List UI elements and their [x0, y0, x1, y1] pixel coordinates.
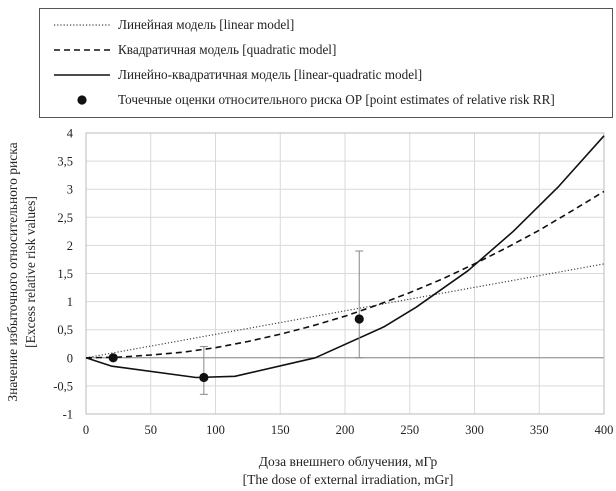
plot-area: [85, 132, 605, 415]
x-tick-label: 50: [145, 423, 158, 437]
x-tick-label: 200: [336, 423, 355, 437]
y-tick-label: 1: [67, 295, 73, 309]
x-tick-label: 350: [530, 423, 549, 437]
y-tick-label: 0,5: [57, 323, 73, 337]
y-tick-label: -0,5: [53, 379, 73, 393]
grid: [85, 132, 605, 415]
linear-model-line: [85, 263, 605, 359]
x-axis-ticks: 0 50 100 150 200 250 300 350 400: [83, 423, 614, 437]
legend-label-linear-quadratic: Линейно-квадратичная модель [linear-quad…: [118, 67, 423, 82]
x-tick-label: 100: [206, 423, 225, 437]
legend-label-point-estimates: Точечные оценки относительного риска ОР …: [118, 92, 555, 107]
legend-swatch-quadratic: [54, 49, 110, 51]
points-layer: [108, 250, 364, 395]
x-tick-label: 150: [271, 423, 290, 437]
legend-swatch-linear: [54, 24, 110, 26]
x-tick-label: 250: [400, 423, 419, 437]
y-tick-label: 0: [67, 351, 73, 365]
y-tick-label: 2,5: [57, 211, 73, 225]
legend-label-quadratic: Квадратичная модель [quadratic model]: [118, 42, 337, 57]
quadratic-model-line: [85, 190, 605, 359]
x-tick-label: 400: [595, 423, 614, 437]
x-tick-label: 0: [83, 423, 89, 437]
y-axis-ticks: -1 -0,5 0 0,5 1 1,5 2 2,5 3 3,5 4: [53, 127, 74, 422]
linear-quadratic-model-line: [85, 135, 605, 379]
x-axis-title-en: [The dose of external irradiation, mGr]: [243, 472, 454, 487]
point-estimate-marker: [354, 314, 364, 324]
y-axis-title-en: [Excess relative risk values]: [23, 196, 38, 348]
point-estimate-marker: [108, 353, 118, 363]
y-tick-label: -1: [63, 408, 73, 422]
point-estimate-marker: [199, 372, 209, 383]
plot-border: [85, 132, 605, 415]
x-tick-label: 300: [465, 423, 484, 437]
y-tick-label: 3: [67, 183, 73, 197]
legend-swatch-linear-quadratic: [54, 74, 110, 76]
legend-swatch-point-estimates: [77, 95, 87, 105]
y-tick-label: 3,5: [57, 155, 73, 169]
y-tick-label: 1,5: [57, 267, 73, 281]
y-axis-title: Значение избыточного относительного риск…: [5, 142, 20, 401]
legend: Линейная модель [linear model] Квадратич…: [39, 8, 613, 118]
x-axis-title: Доза внешнего облучения, мГр: [259, 454, 438, 469]
y-tick-label: 2: [67, 239, 73, 253]
series-layer: [85, 135, 605, 379]
legend-label-linear: Линейная модель [linear model]: [118, 17, 295, 32]
y-tick-label: 4: [67, 127, 74, 141]
